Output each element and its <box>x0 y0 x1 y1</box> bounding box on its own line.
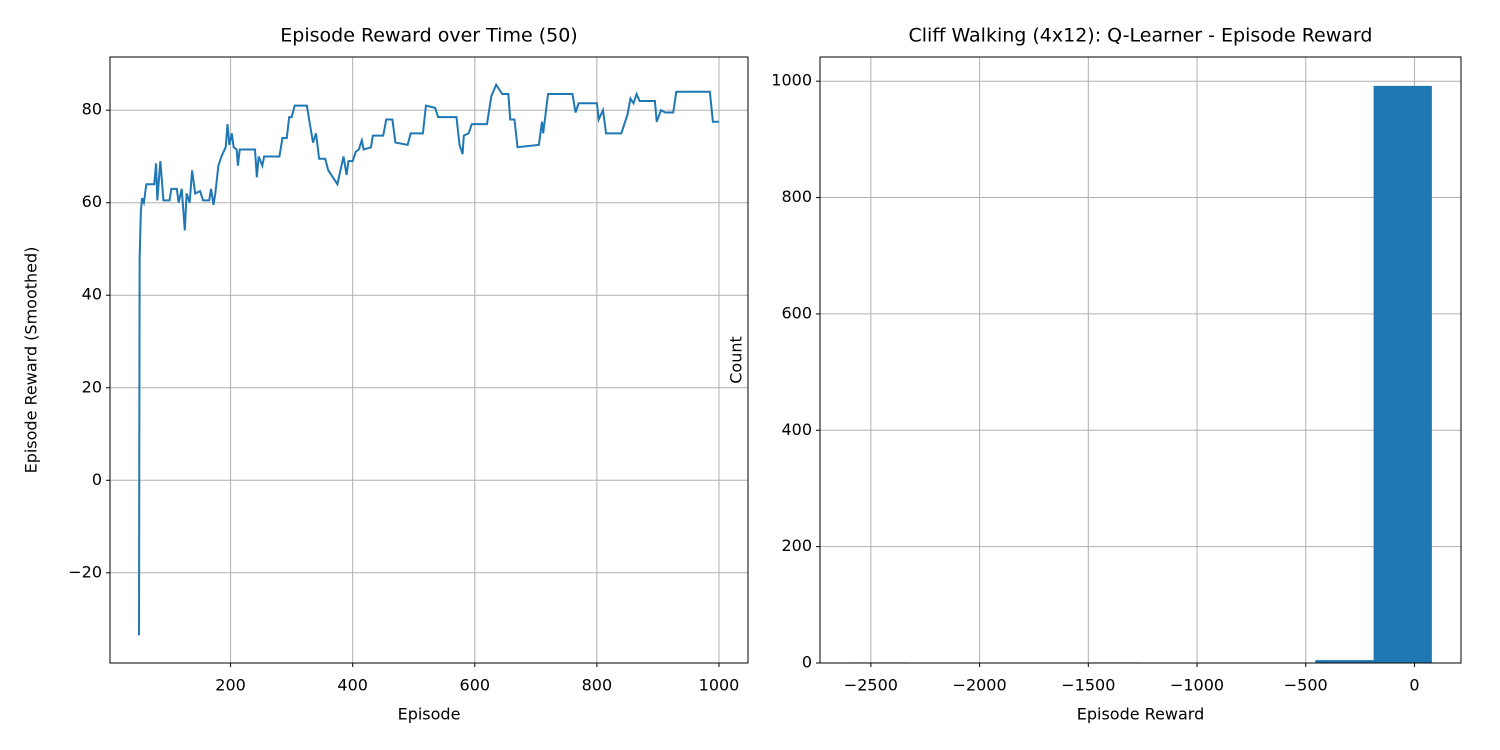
x-tick-label: −500 <box>1284 676 1328 695</box>
y-tick-label: 0 <box>92 470 102 489</box>
y-tick-label: 600 <box>781 303 812 322</box>
chart-title: Episode Reward over Time (50) <box>280 25 577 47</box>
axes-frame <box>819 56 1462 664</box>
chart-title: Cliff Walking (4x12): Q-Learner - Episod… <box>909 25 1373 47</box>
y-tick-label: −20 <box>68 562 102 581</box>
chart-panel: 200 400 600 800 1000 −20 0 20 40 60 80 Episode Rewa… <box>22 25 749 724</box>
x-tick-label: 600 <box>460 676 491 695</box>
x-tick-label: 0 <box>1409 676 1419 695</box>
bar <box>1315 660 1374 663</box>
y-tick-label: 60 <box>82 192 102 211</box>
x-tick-label: −2500 <box>844 676 898 695</box>
x-tick-label: 200 <box>215 676 246 695</box>
y-tick-label: 20 <box>82 377 102 396</box>
x-axis-label: Episode <box>398 705 461 724</box>
chart-panel: −2500 −2000 −1500 −1000 −500 0 0 200 400 600 800 10… <box>727 25 1462 724</box>
y-tick-label: 200 <box>781 536 812 555</box>
bar <box>1373 85 1432 664</box>
y-tick-label: 40 <box>82 285 102 304</box>
y-tick-label: 400 <box>781 420 812 439</box>
y-tick-label: 1000 <box>771 71 812 90</box>
x-tick-label: −2000 <box>953 676 1007 695</box>
y-axis-label: Episode Reward (Smoothed) <box>22 247 41 474</box>
x-tick-label: −1000 <box>1170 676 1224 695</box>
y-tick-label: 0 <box>802 653 812 672</box>
x-tick-label: 800 <box>582 676 613 695</box>
y-tick-label: 800 <box>781 187 812 206</box>
axes-frame <box>109 56 749 664</box>
data-line <box>138 82 719 636</box>
y-axis-label: Count <box>727 336 746 384</box>
x-axis-label: Episode Reward <box>1077 705 1205 724</box>
x-tick-label: 1000 <box>699 676 740 695</box>
x-tick-label: 400 <box>337 676 368 695</box>
y-tick-label: 80 <box>82 100 102 119</box>
x-tick-label: −1500 <box>1061 676 1115 695</box>
